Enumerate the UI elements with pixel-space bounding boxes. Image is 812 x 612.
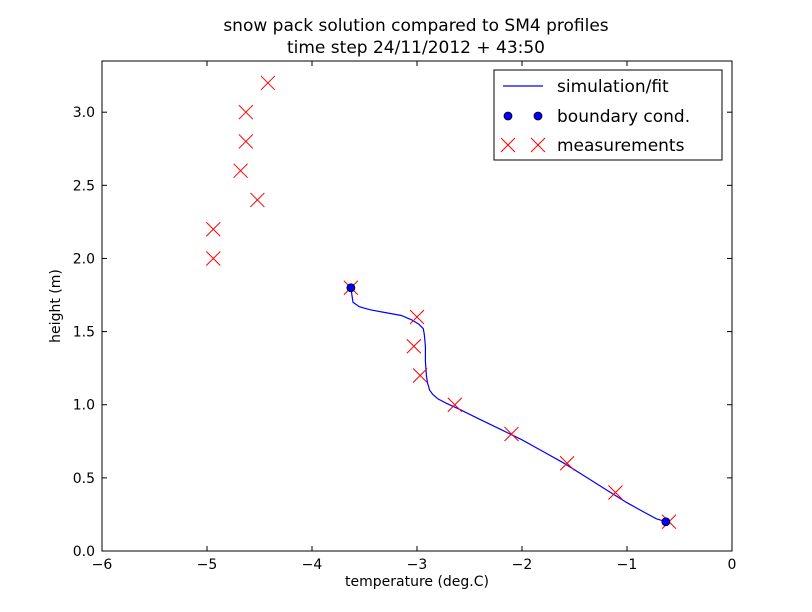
measurement-point: [238, 134, 254, 149]
measurement-stroke: [504, 426, 519, 442]
x-tick-label: −1: [617, 557, 638, 573]
measurement-point: [238, 104, 254, 120]
legend-x-marker-2: [530, 137, 546, 153]
measurement-point: [250, 192, 265, 208]
measurement-point: [608, 485, 623, 500]
measurement-point: [447, 397, 463, 413]
y-tick-label: 2.5: [73, 178, 95, 194]
measurement-point: [504, 426, 519, 442]
y-tick-label: 2.0: [73, 251, 95, 267]
x-tick-label: −6: [92, 557, 113, 573]
x-tick-label: −2: [512, 557, 533, 573]
x-tick-label: 0: [728, 557, 737, 573]
y-tick-label: 0.0: [73, 544, 95, 560]
legend-label-simulation: simulation/fit: [557, 77, 669, 97]
legend-x-marker-1: [500, 137, 516, 153]
y-tick-label: 3.0: [73, 105, 95, 121]
chart-title: snow pack solution compared to SM4 profi…: [223, 16, 608, 36]
measurement-point: [412, 368, 428, 383]
boundary-point: [346, 283, 356, 293]
measurement-stroke: [233, 163, 248, 179]
measurement-point: [205, 221, 221, 237]
legend-dot-2: [533, 111, 543, 121]
boundary-point: [661, 517, 671, 527]
measurement-stroke: [205, 221, 221, 237]
x-tick-label: −5: [197, 557, 218, 573]
measurement-stroke: [238, 134, 254, 149]
measurement-point: [559, 455, 575, 471]
y-tick-label: 1.5: [73, 325, 95, 341]
legend-dot-1: [503, 111, 513, 121]
x-tick-label: −3: [407, 557, 428, 573]
measurement-stroke: [250, 192, 265, 208]
legend-label-measurements: measurements: [557, 136, 685, 156]
measurement-stroke: [409, 309, 425, 325]
series-line-simulation: [350, 287, 667, 523]
measurement-stroke: [406, 338, 422, 354]
measurement-stroke: [608, 485, 623, 500]
series-layer: [205, 75, 677, 530]
measurement-point: [409, 309, 425, 325]
measurement-stroke: [559, 455, 575, 471]
measurement-point: [205, 251, 221, 266]
chart-subtitle: time step 24/11/2012 + 43:50: [287, 38, 545, 58]
ticks-layer: −6 −5 −4 −3 −2 −1 0 0.0 0.5 1.0 1.5 2.0 2.5 3.0: [73, 61, 737, 573]
measurement-point: [406, 338, 422, 354]
measurement-point: [260, 75, 276, 91]
legend-label-boundary: boundary cond.: [557, 107, 690, 127]
x-axis-label: temperature (deg.C): [345, 574, 489, 590]
measurement-stroke: [205, 251, 221, 266]
measurement-stroke: [412, 368, 428, 383]
measurement-point: [233, 163, 248, 179]
legend-box: [493, 69, 723, 161]
measurement-stroke: [447, 397, 463, 413]
legend: simulation/fit boundary cond. measuremen…: [493, 69, 723, 161]
y-axis-label: height (m): [48, 269, 64, 343]
x-tick-label: −4: [302, 557, 323, 573]
y-tick-label: 0.5: [73, 471, 95, 487]
measurement-stroke: [238, 104, 254, 120]
measurement-stroke: [260, 75, 276, 91]
y-tick-label: 1.0: [73, 398, 95, 414]
